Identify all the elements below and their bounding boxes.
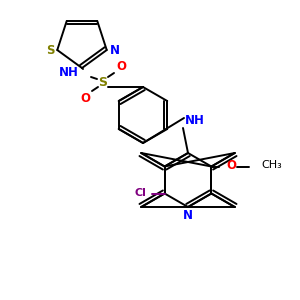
Text: N: N (110, 44, 120, 56)
Text: O: O (80, 92, 90, 106)
Text: N: N (183, 209, 193, 222)
Text: NH: NH (185, 115, 205, 128)
Text: S: S (46, 44, 54, 56)
Text: CH₃: CH₃ (261, 160, 282, 170)
Text: O: O (226, 159, 236, 172)
Text: S: S (98, 76, 107, 88)
Text: Cl: Cl (135, 188, 147, 199)
Text: NH: NH (59, 65, 79, 79)
Text: O: O (116, 59, 126, 73)
